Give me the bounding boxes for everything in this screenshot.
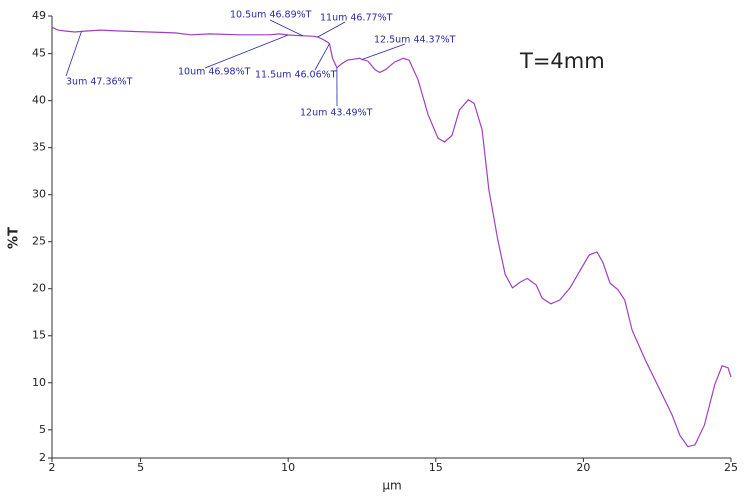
annotation-leader <box>361 43 406 60</box>
y-tick-label: 49 <box>32 9 46 22</box>
annotation: 11.5um 46.06%T <box>255 70 337 81</box>
annotation-leader <box>314 43 330 71</box>
x-tick-label: 10 <box>281 461 295 474</box>
annotation-leader <box>65 31 82 77</box>
annotation: 11um 46.77%T <box>320 13 393 24</box>
annotation-leader <box>317 21 346 38</box>
y-axis-label: %T <box>7 227 22 249</box>
annotation: 12.5um 44.37%T <box>374 35 456 46</box>
annotation-leader <box>269 19 304 37</box>
x-tick-label: 25 <box>724 461 738 474</box>
annotation-leader <box>204 34 289 69</box>
annotation: 10.5um 46.89%T <box>230 10 312 21</box>
y-tick-label: 15 <box>32 329 46 342</box>
annotation: 3um 47.36%T <box>66 77 133 88</box>
x-axis-label: µm <box>382 479 401 493</box>
y-tick-label: 5 <box>39 423 46 436</box>
y-tick-label: 10 <box>32 376 46 389</box>
y-tick-label: 20 <box>32 282 46 295</box>
y-tick-label: 25 <box>32 235 46 248</box>
y-tick-label: 40 <box>32 94 46 107</box>
y-tick-label: 35 <box>32 141 46 154</box>
x-tick-label: 5 <box>137 461 144 474</box>
y-tick-label: 30 <box>32 188 46 201</box>
spectrum-line <box>51 26 732 448</box>
y-tick-label: 45 <box>32 47 46 60</box>
annotation: 12um 43.49%T <box>300 108 373 119</box>
note: T=4mm <box>519 49 605 73</box>
x-tick-label: 2 <box>49 461 56 474</box>
annotation: 10um 46.98%T <box>178 67 251 78</box>
y-tick-label: 2 <box>39 451 46 464</box>
x-tick-label: 15 <box>429 461 443 474</box>
x-tick-label: 20 <box>576 461 590 474</box>
